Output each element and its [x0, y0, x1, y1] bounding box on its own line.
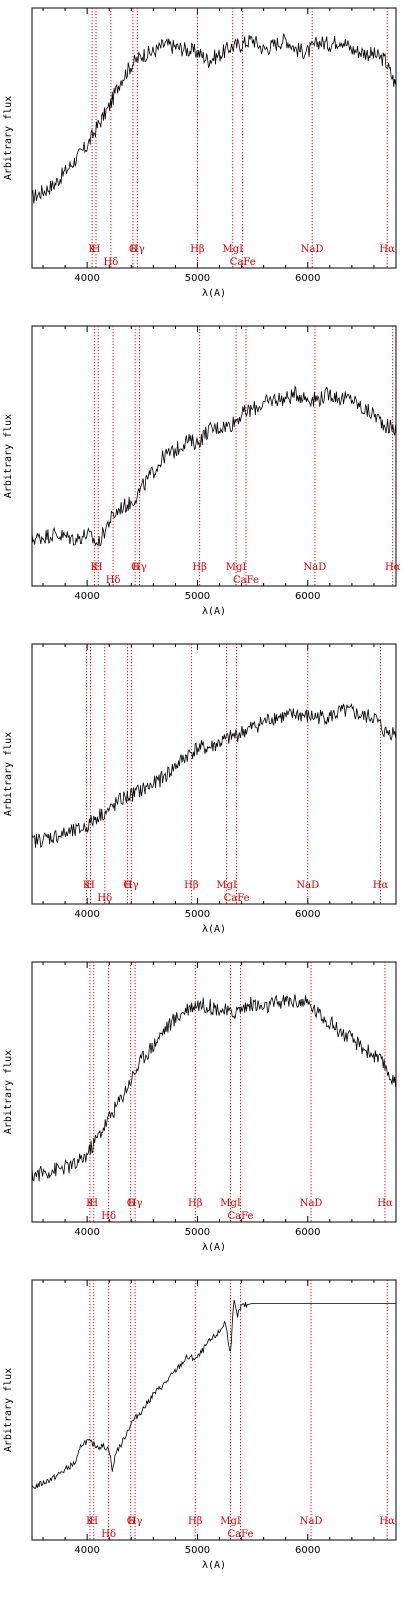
x-tick-label: 4000	[74, 1227, 99, 1238]
x-axis-label: λ(A)	[202, 288, 226, 299]
plot-frame	[31, 7, 397, 269]
spectral-line-label: G	[129, 244, 137, 255]
spectral-line-label: Hβ	[192, 562, 207, 573]
y-axis-label: Arbitrary flux	[3, 732, 14, 816]
spectrum-panel-1: 4000 5000 6000 K H Hδ G Hγ Hβ MgI CaFe NaD Hα λ(A) Arb…	[0, 0, 405, 310]
spectral-line-label: NaD	[300, 1198, 323, 1209]
spectral-line-label: Hδ	[101, 1529, 116, 1540]
spectral-line-label: Hγ	[128, 1516, 143, 1527]
spectral-line-label: G	[123, 880, 131, 891]
spectral-line-label: H	[89, 1198, 98, 1209]
spectral-line-label: Hγ	[128, 1198, 143, 1209]
spectral-line-label: H	[92, 244, 101, 255]
spectral-line-label: CaFe	[233, 575, 259, 586]
x-tick-label: 5000	[185, 909, 210, 920]
spectral-line-label: H	[86, 880, 95, 891]
spectral-line-label: G	[127, 1198, 135, 1209]
plot-frame	[31, 961, 397, 1223]
spectral-line-label: Hβ	[190, 244, 205, 255]
spectral-line-label: Hβ	[184, 880, 199, 891]
spectral-line-label: Hβ	[188, 1198, 203, 1209]
x-tick-label: 5000	[185, 1545, 210, 1556]
y-axis-label: Arbitrary flux	[3, 414, 14, 498]
spectral-line-label: NaD	[301, 244, 324, 255]
spectral-line-label: H	[94, 562, 103, 573]
spectral-line-label: MgI	[220, 1516, 241, 1527]
spectral-line-label: Hα	[379, 1516, 395, 1527]
y-axis-label: Arbitrary flux	[3, 1050, 14, 1134]
x-tick-label: 5000	[185, 1227, 210, 1238]
spectral-line-label: K	[88, 244, 96, 255]
spectral-line-label: MgI	[220, 1198, 241, 1209]
x-tick-label: 6000	[295, 1545, 320, 1556]
spectral-line-label: MgI	[226, 562, 247, 573]
spectral-line-label: K	[83, 880, 91, 891]
y-axis-label: Arbitrary flux	[3, 1368, 14, 1452]
spectral-line-label: Hδ	[101, 1211, 116, 1222]
plot-frame	[31, 325, 397, 587]
spectral-line-label: MgI	[216, 880, 237, 891]
x-tick-label: 4000	[74, 273, 99, 284]
spectral-line-label: MgI	[222, 244, 243, 255]
spectral-line-label: Hα	[379, 244, 395, 255]
spectrum-panel-2: 4000 5000 6000 K H Hδ G Hγ Hβ MgI CaFe NaD Hα λ(A) Arb…	[0, 318, 405, 628]
x-tick-label: 6000	[295, 909, 320, 920]
y-axis-label: Arbitrary flux	[3, 96, 14, 180]
spectrum-trace	[31, 385, 396, 547]
spectral-line-label: Hγ	[124, 880, 139, 891]
spectral-line-label: CaFe	[228, 1211, 254, 1222]
x-axis-label: λ(A)	[202, 1560, 226, 1571]
x-tick-label: 5000	[185, 591, 210, 602]
spectral-line-label: NaD	[304, 562, 327, 573]
x-tick-label: 5000	[185, 273, 210, 284]
spectral-line-label: K	[86, 1198, 94, 1209]
spectral-line-label: K	[91, 562, 99, 573]
spectral-line-label: Hβ	[188, 1516, 203, 1527]
plot-frame	[31, 1279, 397, 1541]
spectral-line-label: Hα	[385, 562, 401, 573]
spectral-line-label: CaFe	[228, 1529, 254, 1540]
x-axis-label: λ(A)	[202, 606, 226, 617]
x-axis-label: λ(A)	[202, 1242, 226, 1253]
spectral-line-label: G	[127, 1516, 135, 1527]
spectral-line-label: CaFe	[224, 893, 250, 904]
spectral-line-label: K	[86, 1516, 94, 1527]
spectral-line-label: Hδ	[106, 575, 121, 586]
plot-frame	[31, 643, 397, 905]
spectrum-trace	[31, 703, 396, 849]
x-tick-label: 4000	[74, 909, 99, 920]
spectral-line-label: CaFe	[230, 257, 256, 268]
spectrum-panel-4: 4000 5000 6000 K H Hδ G Hγ Hβ MgI CaFe NaD Hα λ(A) Arb…	[0, 954, 405, 1264]
x-tick-label: 4000	[74, 1545, 99, 1556]
x-tick-label: 4000	[74, 591, 99, 602]
x-tick-label: 6000	[295, 591, 320, 602]
spectral-line-label: Hδ	[97, 893, 112, 904]
spectral-line-label: Hα	[373, 880, 389, 891]
spectral-line-label: Hδ	[103, 257, 118, 268]
spectrum-panel-5: 4000 5000 6000 K H Hδ G Hγ Hβ MgI CaFe NaD Hα λ(A) Arb…	[0, 1272, 405, 1582]
spectrum-panel-3: 4000 5000 6000 K H Hδ G Hγ Hβ MgI CaFe NaD Hα λ(A) Arb…	[0, 636, 405, 946]
spectral-line-label: Hγ	[132, 562, 147, 573]
spectral-line-label: H	[89, 1516, 98, 1527]
spectral-line-label: G	[131, 562, 139, 573]
x-axis-label: λ(A)	[202, 924, 226, 935]
spectrum-trace	[31, 1299, 396, 1489]
spectral-line-label: NaD	[300, 1516, 323, 1527]
spectral-line-label: Hα	[377, 1198, 393, 1209]
spectrum-trace	[31, 33, 396, 204]
spectrum-trace	[31, 994, 396, 1182]
x-tick-label: 6000	[295, 273, 320, 284]
x-tick-label: 6000	[295, 1227, 320, 1238]
spectral-line-label: NaD	[296, 880, 319, 891]
spectral-line-label: Hγ	[130, 244, 145, 255]
